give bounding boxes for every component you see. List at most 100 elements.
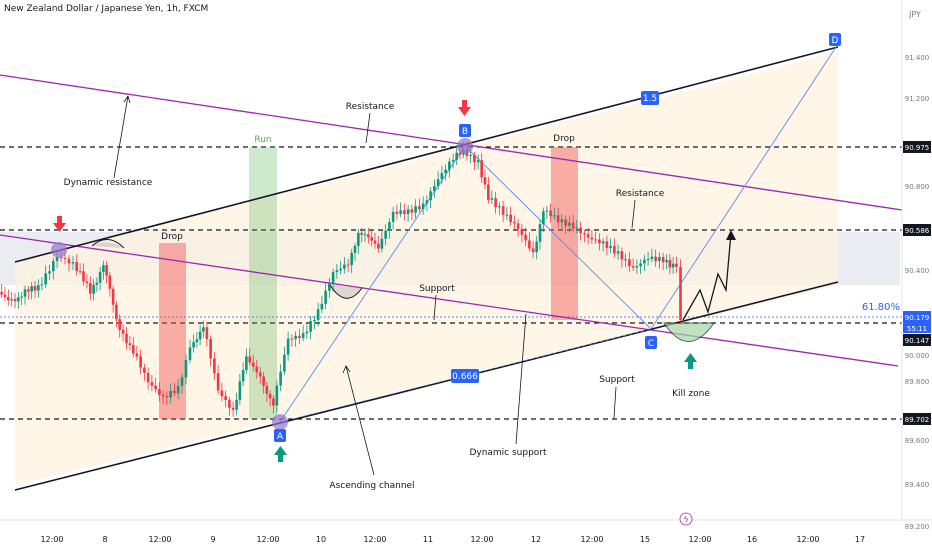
candle-body [473,155,476,163]
price-tick: 90.800 [905,183,930,191]
candle-body [92,284,95,294]
candle-body [95,282,99,285]
candle-body [586,234,590,238]
candle-body [367,234,370,238]
price-axis-bg[interactable] [902,0,932,550]
candle-body [448,161,451,170]
candle-body [425,200,429,204]
candle-body [654,256,657,261]
candle-body [353,245,357,253]
candle-body [480,160,483,178]
time-tick: 17 [855,535,865,544]
candle-body [395,211,399,214]
time-tick: 9 [210,535,215,544]
price-tick: 89.800 [905,378,930,386]
candle-body [421,203,425,210]
kill-zone-shape [663,322,715,342]
candle-body [13,299,17,302]
arc-top-left [91,239,125,249]
candle-body [339,268,342,271]
candle-body [44,273,47,285]
price-tick: 91.200 [905,95,930,103]
time-tick: 15 [640,535,650,544]
candle-body [346,264,350,266]
candle-body [679,266,682,321]
candle-body [298,335,301,339]
candle-body [286,338,290,355]
candle-body [154,385,157,390]
channel-fill [15,52,838,485]
symbol-title: New Zealand Dollar / Japanese Yen, 1h, F… [4,4,209,14]
candle-body [605,241,609,249]
candle-body [85,281,89,284]
candle-body [173,390,176,394]
candle-body [195,339,199,343]
candle-body [616,251,620,254]
candle-body [403,210,406,215]
label-kill-zone: Kill zone [672,389,710,399]
candle-body [350,252,353,265]
label-dynamic-support: Dynamic support [469,448,547,458]
candle-body [535,241,538,253]
candle-body [283,354,286,372]
candle-body [579,227,582,234]
candle-body [668,260,672,268]
candle-body [399,210,402,214]
fib-pct-label: 61.80% [862,302,900,313]
candle-body [675,263,678,267]
candle-body [192,342,195,348]
candle-body [553,215,556,217]
channel-upper [14,46,839,263]
candle-body [176,385,180,394]
candle-body [418,206,421,210]
candle-body [290,338,294,340]
candle-body [198,331,202,340]
marker-circle-a [272,414,288,430]
candle-body [370,237,373,241]
time-tick: 8 [102,535,107,544]
candle-body [220,390,224,397]
projection-path [682,232,732,321]
candle-body [429,191,432,201]
candle-body [150,382,154,386]
candle-body [115,304,118,320]
candle-body [48,271,51,274]
candle-body [37,285,40,291]
price-tag-90975 [903,141,931,153]
candle-body [209,339,212,359]
candle-body [646,259,650,261]
candle-body [524,234,527,241]
candle-body [158,389,161,395]
candle-body [410,209,414,213]
label-resistance-top: Resistance [346,102,395,112]
candle-body [380,238,384,249]
candle-body [598,239,601,244]
lightning-icon[interactable]: ϟ [679,512,693,526]
candle-body [542,211,545,225]
candle-body [331,272,335,284]
up-arrow-a [274,446,287,462]
candle-body [132,344,135,354]
label-dynamic-resistance: Dynamic resistance [64,178,153,188]
candle-body [98,271,102,283]
price-tick: 90.400 [905,267,930,275]
candle-body [184,360,188,378]
candle-body [661,257,665,263]
candle-body [301,333,305,339]
candle-body [235,399,238,410]
candle-body [549,210,552,217]
label-support-mid: Support [419,284,455,294]
label-drop-left: Drop [161,232,183,242]
run-box [249,147,277,419]
candle-body [33,286,37,291]
candle-body [241,370,245,382]
candle-body [275,385,279,406]
countdown-label: 55:11 [907,325,927,333]
candle-body [268,393,272,399]
candle-body [213,358,216,374]
svg-text:A: A [277,432,284,442]
candle-body [335,270,339,273]
candle-body [487,184,490,200]
candle-body [78,271,82,273]
